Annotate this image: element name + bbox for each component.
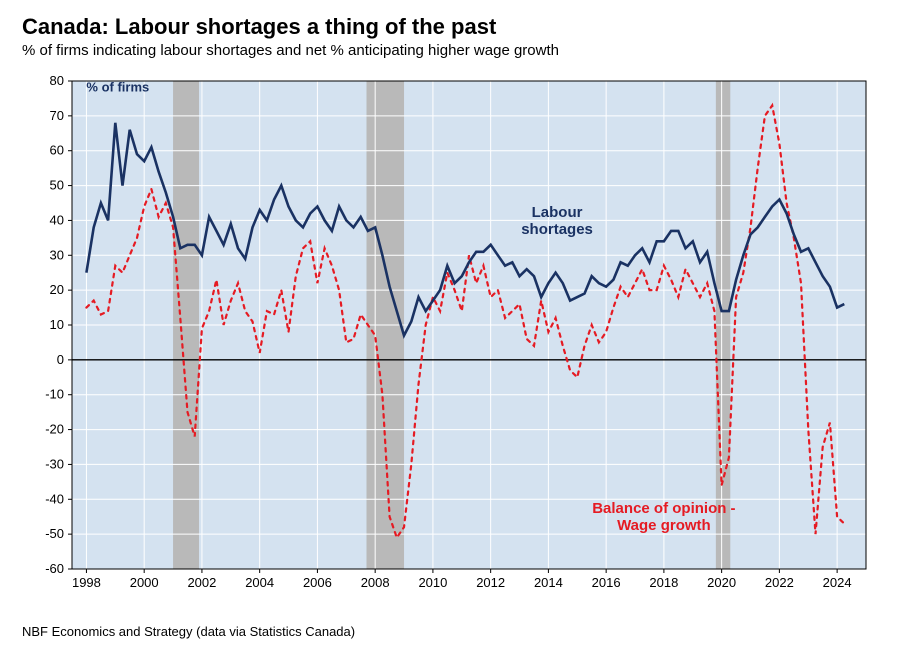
svg-text:2016: 2016	[592, 575, 621, 590]
svg-text:10: 10	[50, 317, 64, 332]
svg-text:Wage growth: Wage growth	[617, 517, 711, 534]
chart-subtitle: % of firms indicating labour shortages a…	[22, 42, 886, 59]
svg-text:-20: -20	[45, 422, 64, 437]
svg-text:-60: -60	[45, 561, 64, 576]
svg-text:70: 70	[50, 108, 64, 123]
svg-text:2018: 2018	[649, 575, 678, 590]
svg-text:40: 40	[50, 212, 64, 227]
label-labour-shortages: Labour	[532, 204, 583, 221]
svg-text:50: 50	[50, 178, 64, 193]
svg-text:80: 80	[50, 73, 64, 88]
chart-footnote: NBF Economics and Strategy (data via Sta…	[22, 624, 886, 639]
svg-text:2002: 2002	[187, 575, 216, 590]
svg-text:-30: -30	[45, 456, 64, 471]
chart-container: -60 -50 -40 -30 -20 -10 0 10 20 30 40 50 60 70 80 1998 2…	[22, 73, 886, 618]
svg-text:2014: 2014	[534, 575, 563, 590]
chart-title: Canada: Labour shortages a thing of the …	[22, 14, 886, 40]
svg-text:-40: -40	[45, 491, 64, 506]
label-wage-growth: Balance of opinion -	[592, 500, 735, 517]
line-chart: -60 -50 -40 -30 -20 -10 0 10 20 30 40 50 60 70 80 1998 2…	[22, 73, 886, 613]
svg-text:1998: 1998	[72, 575, 101, 590]
svg-text:-50: -50	[45, 526, 64, 541]
svg-text:0: 0	[57, 352, 64, 367]
svg-text:60: 60	[50, 143, 64, 158]
svg-text:30: 30	[50, 247, 64, 262]
svg-text:2024: 2024	[823, 575, 852, 590]
svg-text:shortages: shortages	[521, 221, 593, 238]
svg-text:2008: 2008	[361, 575, 390, 590]
svg-text:2006: 2006	[303, 575, 332, 590]
svg-text:2010: 2010	[418, 575, 447, 590]
svg-text:-10: -10	[45, 387, 64, 402]
axis-note: % of firms	[86, 79, 149, 94]
svg-text:2020: 2020	[707, 575, 736, 590]
svg-text:2000: 2000	[130, 575, 159, 590]
svg-text:2022: 2022	[765, 575, 794, 590]
svg-text:2004: 2004	[245, 575, 274, 590]
svg-text:20: 20	[50, 282, 64, 297]
svg-text:2012: 2012	[476, 575, 505, 590]
